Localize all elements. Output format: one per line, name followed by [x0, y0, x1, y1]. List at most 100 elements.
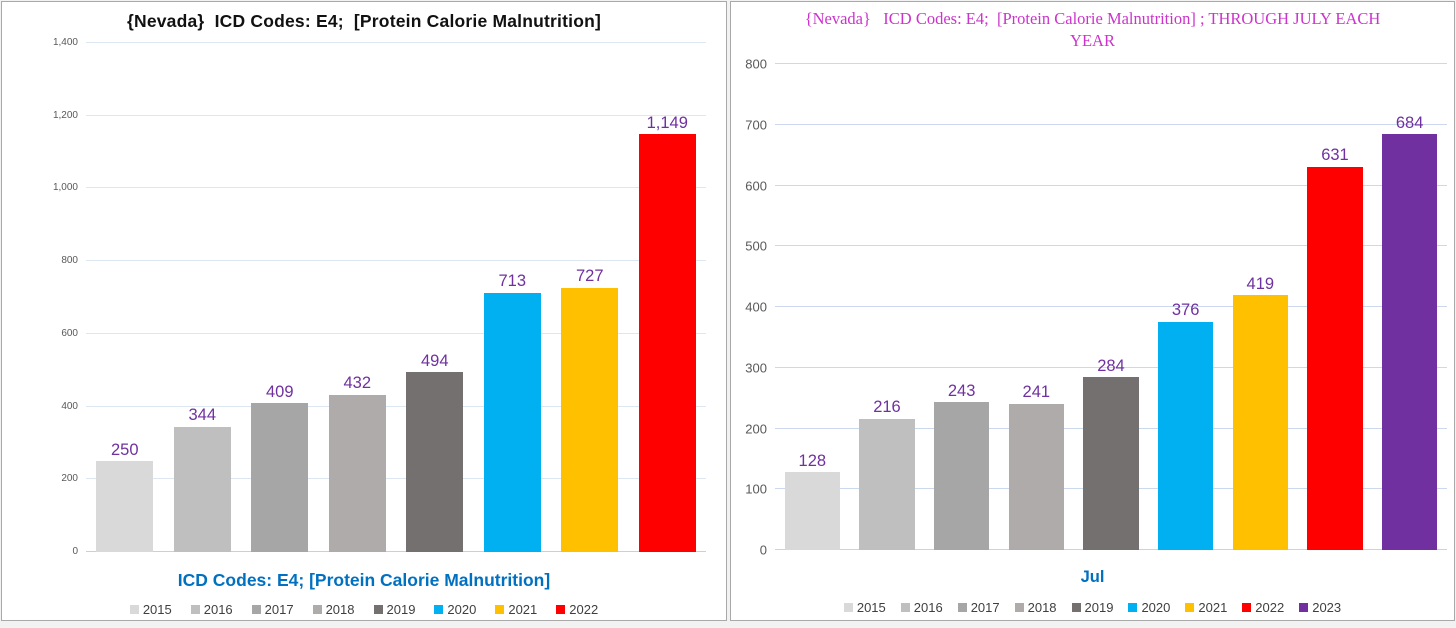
gridline — [86, 478, 706, 480]
y-axis-tick-label: 100 — [745, 481, 767, 497]
bar-value-label: 250 — [110, 440, 139, 459]
legend-label: 2016 — [203, 602, 233, 617]
bar-2023: 684 — [1382, 115, 1438, 550]
gridline — [86, 114, 706, 116]
legend-item-2018: 2018 — [312, 602, 355, 617]
bar-2018: 241 — [1008, 384, 1064, 550]
y-axis-tick-label: 700 — [745, 117, 767, 133]
chart-panel-through-july: {Nevada} ICD Codes: E4; [Protein Calorie… — [730, 1, 1455, 621]
legend-item-2022: 2022 — [556, 603, 598, 616]
bar-value-label: 409 — [265, 382, 294, 401]
bar-slot-2020: 713 — [474, 43, 552, 552]
legend-swatch-2023 — [1299, 603, 1309, 612]
bar-slot-2019: 284 — [1074, 64, 1149, 550]
bar-value-label: 494 — [420, 351, 449, 370]
legend-label: 2023 — [1312, 600, 1342, 615]
legend-swatch-2017 — [957, 603, 967, 612]
legend-swatch-2016 — [190, 605, 200, 614]
legend-label: 2018 — [325, 602, 355, 617]
bar-2022: 631 — [1307, 147, 1363, 550]
bar-slot-2016: 344 — [164, 43, 242, 552]
gridline — [86, 187, 706, 189]
x-axis-line — [86, 551, 706, 552]
legend-item-2020: 2020 — [1128, 601, 1170, 614]
bar-2016: 216 — [859, 399, 915, 550]
gridline — [86, 405, 706, 407]
x-axis-title: ICD Codes: E4; [Protein Calorie Malnutri… — [177, 570, 551, 590]
y-axis-tick-label: 200 — [745, 421, 767, 436]
legend-label: 2018 — [1027, 600, 1057, 615]
y-axis-tick-label: 0 — [72, 546, 78, 557]
legend-swatch-2017 — [251, 605, 261, 614]
bar-slot-2020: 376 — [1148, 64, 1223, 550]
legend-swatch-2018 — [312, 605, 322, 614]
legend-item-2016: 2016 — [190, 602, 233, 617]
bar-value-label: 243 — [947, 381, 976, 400]
y-axis-tick-label: 800 — [61, 255, 78, 267]
bar-2015: 250 — [96, 442, 154, 552]
legend-item-2019: 2019 — [1071, 600, 1114, 615]
bar-slot-2017: 409 — [241, 43, 319, 552]
gridline — [86, 260, 706, 262]
bar-value-label: 713 — [498, 272, 527, 291]
bar-2020: 376 — [1158, 302, 1214, 550]
bar-value-label: 344 — [188, 406, 217, 425]
bar-2018: 432 — [328, 375, 386, 552]
bar-2015: 128 — [784, 453, 840, 550]
bar-slot-2021: 727 — [551, 43, 629, 552]
bar-value-label: 128 — [798, 451, 827, 470]
bar-2017: 243 — [934, 383, 990, 550]
y-axis-tick-label: 300 — [745, 360, 767, 376]
bar-slot-2015: 128 — [775, 64, 850, 550]
legend-label: 2020 — [447, 602, 477, 617]
bar-value-label: 684 — [1395, 113, 1424, 132]
legend-item-2021: 2021 — [1185, 601, 1227, 614]
legend-label: 2019 — [1084, 600, 1114, 615]
bar-value-label: 1,149 — [646, 113, 688, 132]
bar-slot-2019: 494 — [396, 43, 474, 552]
legend-swatch-2022 — [1242, 603, 1252, 612]
legend-swatch-2021 — [495, 605, 505, 614]
legend-item-2017: 2017 — [251, 603, 294, 616]
bar-slot-2021: 419 — [1223, 64, 1298, 550]
legend-swatch-2015 — [843, 603, 853, 612]
y-axis-tick-label: 0 — [759, 542, 767, 558]
gridline — [775, 366, 1447, 368]
legend-item-2023: 2023 — [1299, 601, 1341, 614]
legend-label: 2019 — [386, 602, 416, 617]
legend-swatch-2020 — [434, 605, 444, 614]
y-axis-tick-label: 600 — [745, 178, 767, 193]
y-axis-tick-label: 500 — [745, 238, 767, 254]
legend-item-2022: 2022 — [1242, 601, 1284, 614]
legend-label: 2020 — [1141, 600, 1171, 615]
bar-slot-2017: 243 — [924, 64, 999, 550]
bar-value-label: 432 — [343, 374, 372, 393]
legend-swatch-2021 — [1185, 603, 1195, 612]
chart-title: {Nevada} ICD Codes: E4; [Protein Calorie… — [804, 9, 1384, 51]
bar-slot-2022: 1,149 — [629, 43, 707, 552]
bar-2022: 1,149 — [638, 115, 696, 552]
legend-label: 2015 — [142, 602, 172, 617]
bar-slot-2022: 631 — [1298, 64, 1373, 550]
bar-2017: 409 — [251, 384, 309, 552]
legend-item-2021: 2021 — [495, 603, 537, 616]
bar-2021: 419 — [1232, 276, 1288, 550]
y-axis-tick-label: 1,400 — [52, 37, 78, 48]
legend-item-2016: 2016 — [900, 600, 943, 615]
bar-2020: 713 — [483, 273, 541, 552]
legend-item-2017: 2017 — [957, 601, 1000, 614]
bar-2019: 284 — [1083, 358, 1139, 550]
gridline — [86, 42, 706, 43]
legend: 2015 2016 2017 2018 2019 2020 2021 2022 2023 — [731, 601, 1454, 614]
bar-slot-2023: 684 — [1372, 64, 1447, 550]
bar-2019: 494 — [406, 353, 464, 552]
legend-label: 2016 — [913, 600, 943, 615]
legend-item-2015: 2015 — [843, 601, 886, 614]
bar-slot-2018: 432 — [319, 43, 397, 552]
y-axis-tick-label: 1,000 — [52, 182, 78, 194]
gridline — [775, 245, 1447, 247]
legend-item-2019: 2019 — [373, 602, 416, 617]
gridline — [775, 306, 1447, 307]
legend-item-2018: 2018 — [1014, 600, 1057, 615]
